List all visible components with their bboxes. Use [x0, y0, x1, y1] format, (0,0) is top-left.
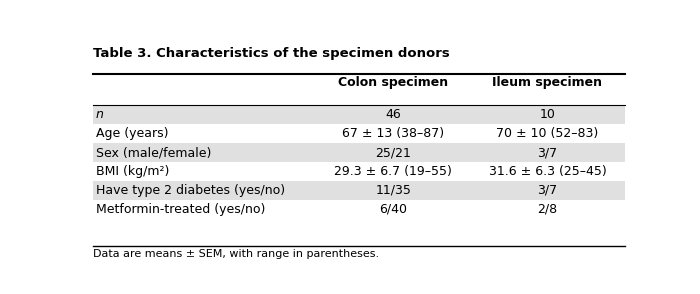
Bar [93, 181, 624, 200]
Text: Have type 2 diabetes (yes/no): Have type 2 diabetes (yes/no) [96, 184, 285, 197]
Text: 6/40: 6/40 [379, 203, 407, 216]
Text: 25/21: 25/21 [375, 146, 411, 159]
Text: 3/7: 3/7 [538, 146, 557, 159]
Text: n: n [96, 108, 104, 121]
Text: 70 ± 10 (52–83): 70 ± 10 (52–83) [496, 127, 598, 140]
Text: Colon specimen: Colon specimen [338, 76, 449, 89]
Text: BMI (kg/m²): BMI (kg/m²) [96, 165, 169, 178]
Bar [93, 143, 624, 162]
Text: Ileum specimen: Ileum specimen [493, 76, 603, 89]
Text: Age (years): Age (years) [96, 127, 168, 140]
Text: 3/7: 3/7 [538, 184, 557, 197]
Text: 10: 10 [540, 108, 555, 121]
Text: 29.3 ± 6.7 (19–55): 29.3 ± 6.7 (19–55) [335, 165, 452, 178]
Text: 67 ± 13 (38–87): 67 ± 13 (38–87) [342, 127, 444, 140]
Text: Table 3. Characteristics of the specimen donors: Table 3. Characteristics of the specimen… [93, 46, 449, 60]
Text: 31.6 ± 6.3 (25–45): 31.6 ± 6.3 (25–45) [489, 165, 606, 178]
Text: 11/35: 11/35 [375, 184, 411, 197]
Text: 2/8: 2/8 [538, 203, 557, 216]
Bar [93, 106, 624, 124]
Text: 46: 46 [386, 108, 401, 121]
Text: Metformin-treated (yes/no): Metformin-treated (yes/no) [96, 203, 265, 216]
Text: Data are means ± SEM, with range in parentheses.: Data are means ± SEM, with range in pare… [93, 249, 379, 259]
Text: Sex (male/female): Sex (male/female) [96, 146, 211, 159]
